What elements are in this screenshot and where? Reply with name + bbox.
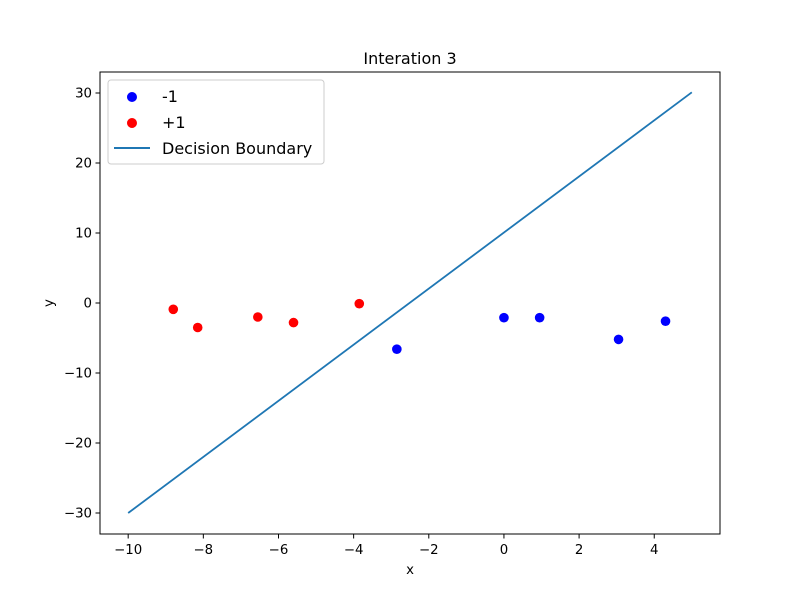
point-class-neg-1 [499, 312, 509, 323]
y-tick-label: −30 [64, 507, 92, 522]
x-axis-label: x [406, 563, 414, 578]
y-tick-label: 20 [75, 157, 92, 172]
y-tick-label: −10 [64, 367, 92, 382]
series-layer [127, 91, 693, 514]
y-tick-label: 0 [84, 297, 92, 312]
legend-marker-neg [127, 92, 137, 102]
x-tick-label: −10 [114, 543, 142, 558]
y-axis-label: y [42, 299, 57, 307]
point-class-pos-2 [253, 312, 263, 322]
x-tick-label: −8 [194, 543, 214, 558]
y-axis-ticks: −30 −20 −10 0 10 20 30 [64, 87, 100, 522]
y-tick-label: 10 [75, 227, 92, 242]
y-tick-label: −20 [64, 437, 92, 452]
point-class-neg-2 [534, 312, 545, 323]
legend-frame [107, 79, 325, 165]
legend-label-pos: +1 [162, 113, 186, 132]
legend-label-neg: -1 [162, 87, 178, 106]
plot-area [99, 71, 721, 535]
point-class-pos-1 [192, 322, 203, 333]
point-class-neg-3 [613, 334, 624, 345]
point-class-neg-4 [660, 316, 671, 327]
decision-boundary-line [127, 91, 693, 514]
x-tick-label: −2 [419, 543, 439, 558]
legend-marker-pos [127, 118, 137, 128]
point-class-pos-4 [354, 298, 365, 309]
point-class-pos-0 [168, 304, 179, 315]
legend-label-boundary: Decision Boundary [162, 139, 312, 158]
y-tick-label: 30 [75, 87, 92, 102]
x-tick-label: −6 [269, 543, 289, 558]
chart-title: Interation 3 [363, 49, 456, 68]
x-tick-label: 4 [650, 543, 658, 558]
legend: -1 +1 Decision Boundary [107, 79, 325, 165]
x-tick-label: 2 [575, 543, 583, 558]
point-class-pos-3 [288, 317, 299, 328]
x-tick-label: 0 [500, 543, 508, 558]
x-tick-label: −4 [344, 543, 364, 558]
point-class-neg-0 [392, 344, 402, 355]
x-axis-ticks: −10 −8 −6 −4 −2 0 2 4 [114, 534, 658, 558]
